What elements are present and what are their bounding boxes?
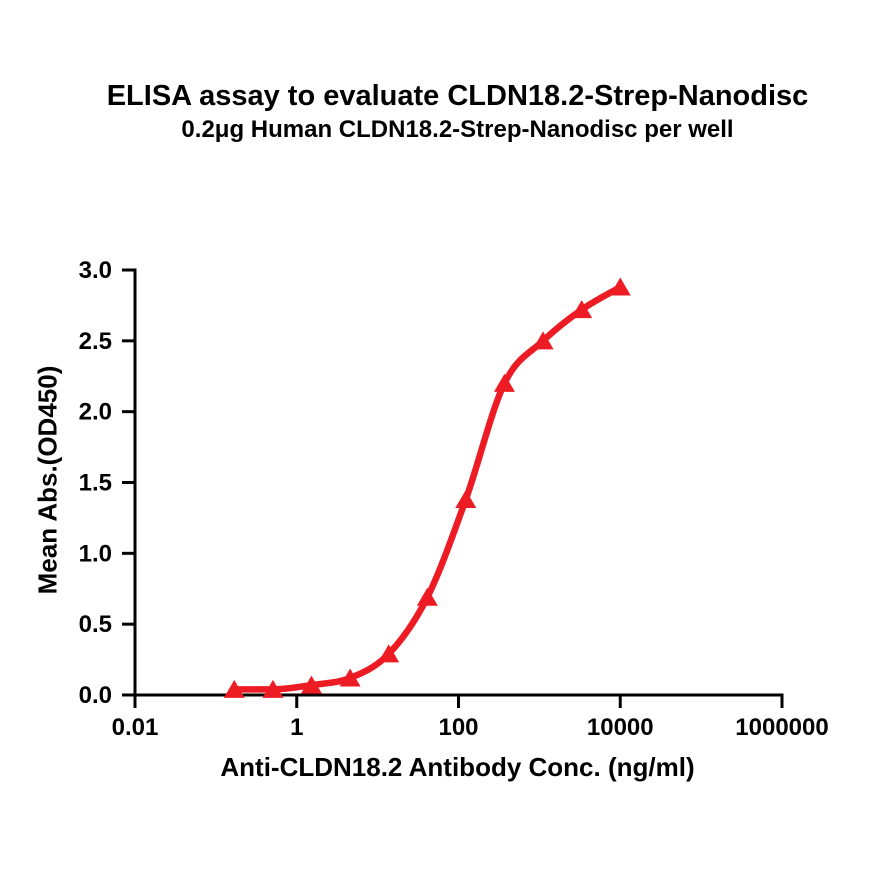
y-tick-label: 1.5: [79, 470, 112, 497]
data-point-marker: [262, 679, 284, 698]
y-tick-label: 0.5: [79, 611, 112, 638]
fit-curve: [231, 283, 624, 693]
data-point-marker: [223, 679, 245, 698]
y-tick-label: 2.0: [79, 399, 112, 426]
y-tick-label: 2.5: [79, 328, 112, 355]
x-tick-label: 0.01: [112, 714, 159, 741]
data-point-marker: [300, 675, 322, 694]
y-tick-label: 0.0: [79, 682, 112, 709]
y-axis-title: Mean Abs.(OD450): [32, 365, 63, 595]
data-point-marker: [532, 331, 554, 350]
data-point-marker: [378, 644, 400, 663]
data-point-marker: [493, 373, 515, 392]
data-point-marker: [609, 277, 631, 296]
data-point-marker: [571, 300, 593, 319]
chart-title: ELISA assay to evaluate CLDN18.2-Strep-N…: [106, 80, 809, 112]
data-point-marker: [455, 490, 477, 508]
x-axis-title: Anti-CLDN18.2 Antibody Conc. (ng/ml): [220, 752, 695, 782]
x-tick-label: 100: [438, 714, 478, 741]
x-tick-label: 10000: [587, 714, 654, 741]
data-point-marker: [339, 668, 361, 687]
y-tick-label: 3.0: [79, 257, 112, 284]
x-tick-label: 1000000: [735, 714, 828, 741]
chart-subtitle: 0.2μg Human CLDN18.2-Strep-Nanodisc per …: [181, 116, 734, 143]
data-point-marker: [416, 587, 438, 606]
x-tick-label: 1: [290, 714, 303, 741]
y-tick-label: 1.0: [79, 540, 112, 567]
